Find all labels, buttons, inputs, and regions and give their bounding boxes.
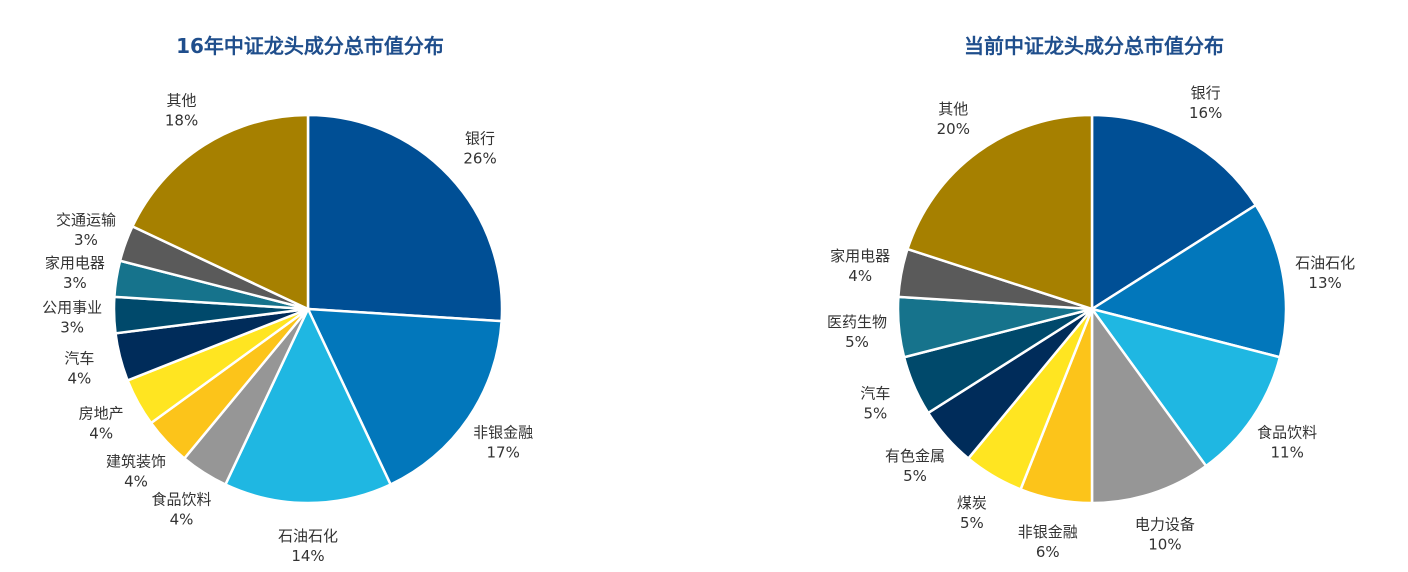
slice-category-label: 房地产 (79, 405, 124, 423)
pie-slice (1090, 113, 1258, 312)
slice-label: 医药生物 5% (827, 313, 887, 351)
slice-label: 银行 26% (463, 129, 496, 167)
slice-value-label: 5% (864, 405, 888, 423)
pie-chart-current: 当前中证龙头成分总市值分布 银行 16% 石油石化 13% 食品饮料 11% 电力设备 10%… (780, 0, 1408, 572)
slice-category-label: 医药生物 (827, 313, 887, 331)
slice-label: 公用事业 3% (42, 298, 102, 336)
pie-slice (1088, 306, 1282, 468)
slice-value-label: 17% (487, 444, 520, 462)
slice-category-label: 煤炭 (957, 494, 987, 512)
slice-category-label: 公用事业 (42, 298, 102, 316)
slice-label: 非银金融 6% (1018, 523, 1078, 561)
slice-category-label: 交通运输 (56, 211, 116, 229)
slice-label: 家用电器 4% (830, 247, 890, 285)
slice-label: 其他 18% (165, 92, 198, 130)
slice-label: 石油石化 13% (1295, 254, 1355, 292)
pie-slice (1090, 305, 1208, 505)
chart-title: 当前中证龙头成分总市值分布 (964, 34, 1224, 58)
slice-category-label: 非银金融 (1018, 523, 1078, 541)
pie-chart-2016: 16年中证龙头成分总市值分布 银行 26% 非银金融 17% 石油石化 14% 食品饮料 4%… (0, 0, 620, 572)
pie-svg: 银行26%非银金融17%石油石化14%食品饮料4%建筑装饰4%房地产4%汽车4%… (42, 92, 533, 565)
slice-value-label: 3% (74, 231, 98, 249)
slice-label: 煤炭 5% (957, 494, 987, 532)
slice-category-label: 其他 (938, 100, 968, 118)
slice-value-label: 5% (960, 514, 984, 532)
slice-category-label: 食品饮料 (152, 490, 212, 508)
slice-value-label: 11% (1271, 444, 1304, 462)
slice-category-label: 银行 (465, 129, 495, 147)
slice-label: 非银金融 17% (473, 424, 533, 462)
slice-value-label: 4% (89, 425, 113, 443)
slice-category-label: 家用电器 (45, 254, 105, 272)
slice-value-label: 26% (463, 149, 496, 167)
slice-value-label: 13% (1308, 274, 1341, 292)
slice-label: 食品饮料 11% (1257, 424, 1317, 462)
slice-value-label: 4% (848, 267, 872, 285)
slice-value-label: 18% (165, 112, 198, 130)
slice-label: 房地产 4% (79, 405, 124, 443)
slice-value-label: 4% (170, 510, 194, 528)
slice-category-label: 汽车 (64, 350, 94, 368)
slice-label: 建筑装饰 4% (106, 453, 166, 491)
slice-label: 石油石化 14% (278, 527, 338, 565)
slice-category-label: 建筑装饰 (106, 453, 166, 471)
slice-value-label: 10% (1148, 535, 1181, 553)
slice-value-label: 4% (124, 473, 148, 491)
slice-category-label: 石油石化 (1295, 254, 1355, 272)
slice-label: 其他 20% (937, 100, 970, 138)
slice-label: 银行 16% (1189, 84, 1222, 122)
slice-category-label: 石油石化 (278, 527, 338, 545)
slice-value-label: 14% (291, 547, 324, 565)
slice-value-label: 20% (937, 120, 970, 138)
slice-category-label: 汽车 (860, 385, 890, 403)
slice-value-label: 6% (1036, 543, 1060, 561)
slice-category-label: 食品饮料 (1257, 424, 1317, 442)
slice-label: 汽车 4% (64, 350, 94, 388)
slice-value-label: 5% (903, 467, 927, 485)
pie-slice (130, 113, 310, 311)
pie-svg: 银行16%石油石化13%食品饮料11%电力设备10%非银金融6%煤炭5%有色金属… (827, 84, 1355, 561)
slice-label: 电力设备 10% (1135, 515, 1195, 553)
slice-label: 汽车 5% (860, 385, 890, 423)
slice-category-label: 银行 (1191, 84, 1221, 102)
slice-label: 有色金属 5% (885, 447, 945, 485)
pie-slice (1088, 203, 1288, 359)
slice-label: 交通运输 3% (56, 211, 116, 249)
slice-category-label: 其他 (167, 92, 197, 110)
pie-slice (306, 113, 504, 323)
slice-value-label: 3% (63, 274, 87, 292)
slice-value-label: 5% (845, 333, 869, 351)
slice-value-label: 3% (60, 318, 84, 336)
slice-category-label: 家用电器 (830, 247, 890, 265)
slice-value-label: 16% (1189, 104, 1222, 122)
pie-slice (223, 306, 393, 505)
chart-title: 16年中证龙头成分总市值分布 (176, 34, 444, 58)
slice-category-label: 非银金融 (473, 424, 533, 442)
slice-category-label: 电力设备 (1135, 515, 1195, 533)
slice-category-label: 有色金属 (885, 447, 945, 465)
slice-label: 家用电器 3% (45, 254, 105, 292)
pie-slice (905, 113, 1094, 311)
slice-label: 食品饮料 4% (152, 490, 212, 528)
pie-slice (305, 307, 503, 487)
slice-value-label: 4% (68, 370, 92, 388)
